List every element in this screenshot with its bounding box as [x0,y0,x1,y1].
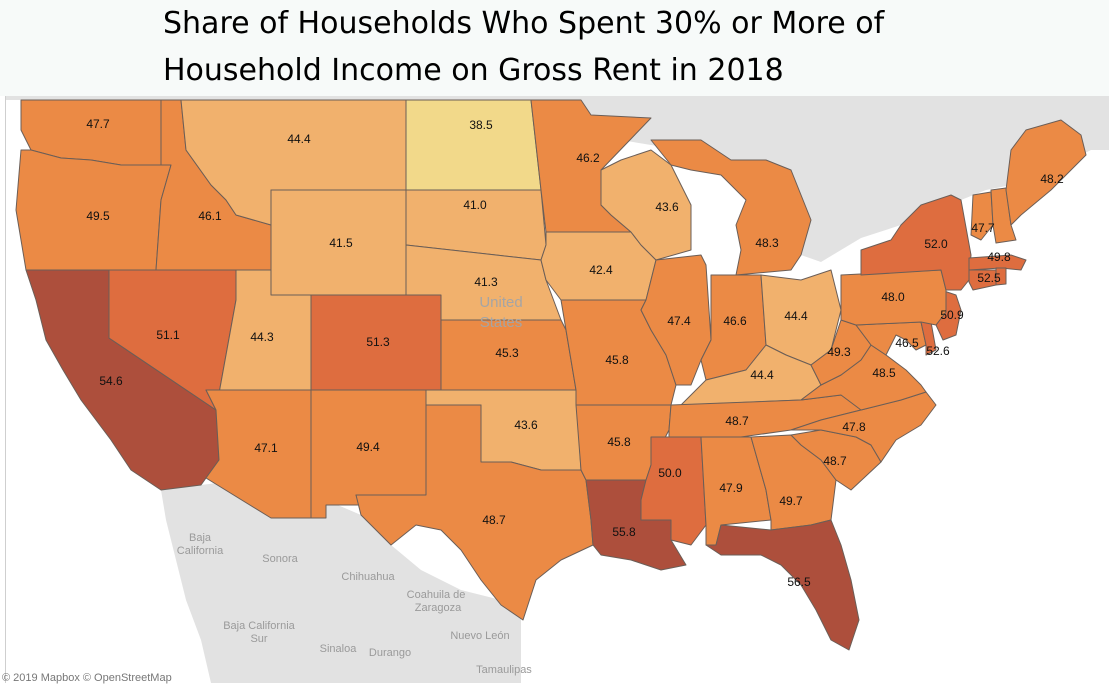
states-layer[interactable] [15,99,1087,651]
place-coahuila-2: Zaragoza [415,602,462,614]
state-value-de: 52.6 [926,344,950,358]
state-il[interactable] [640,254,712,386]
state-tx[interactable] [355,404,594,621]
place-coahuila-1: Coahuila de [407,589,466,601]
place-baja-california-sur-2: Sur [250,633,267,645]
state-value-nc: 47.8 [842,420,866,434]
state-value-la: 55.8 [612,525,636,539]
state-value-ga: 49.7 [779,494,803,508]
state-ct[interactable] [968,269,997,291]
place-durango: Durango [369,647,411,659]
place-baja-california-sur-1: Baja California [223,620,295,632]
state-value-ny: 52.0 [924,237,948,251]
title-area: Share of Households Who Spent 30% or Mor… [0,0,1109,96]
state-value-mi: 48.3 [755,236,779,250]
values-layer: 47.7 49.5 54.6 51.1 46.1 44.4 41.5 44.3 47.1 51.3… [86,117,1064,589]
state-value-ms: 50.0 [658,466,682,480]
state-value-vt: 47.7 [971,221,995,235]
country-label-line-1: United [479,294,522,311]
state-value-tx: 48.7 [482,513,506,527]
state-value-mo: 45.8 [605,353,629,367]
place-sonora: Sonora [262,553,298,565]
state-value-oh: 44.4 [784,309,808,323]
state-ri[interactable] [995,267,1007,286]
place-baja-california-1: Baja [189,532,212,544]
state-value-al: 47.9 [719,481,743,495]
place-nuevo-leon: Nuevo León [450,630,509,642]
place-tamaulipas: Tamaulipas [476,664,532,676]
state-mi[interactable] [650,139,812,276]
state-value-md: 46.5 [895,336,919,350]
state-value-nm: 49.4 [356,440,380,454]
state-value-pa: 48.0 [881,290,905,304]
mexico-land [161,480,521,683]
state-wi[interactable] [600,149,692,261]
map-attribution: © 2019 Mapbox © OpenStreetMap [2,672,172,684]
state-value-nj: 50.9 [940,308,964,322]
state-value-wy: 41.5 [329,236,353,250]
place-chihuahua: Chihuahua [341,571,395,583]
state-vt[interactable] [970,191,994,241]
state-value-ca: 54.6 [99,374,123,388]
state-value-az: 47.1 [254,441,278,455]
state-value-wa: 47.7 [86,117,110,131]
state-value-il: 47.4 [667,314,691,328]
state-value-ma: 52.5 [977,271,1001,285]
chart-title-line-1: Share of Households Who Spent 30% or Mor… [163,6,885,41]
state-value-ia: 42.4 [589,263,613,277]
map-canvas[interactable]: 47.7 49.5 54.6 51.1 46.1 44.4 41.5 44.3 47.1 51.3… [6,96,1109,683]
state-fl[interactable] [705,519,860,651]
places-layer: United States Baja California Sonora Chi… [177,294,533,676]
state-value-id: 46.1 [198,209,222,223]
state-value-in: 46.6 [723,314,747,328]
state-value-mt: 44.4 [287,132,311,146]
state-value-or: 49.5 [86,209,110,223]
place-baja-california-2: California [177,545,224,557]
country-label-line-2: States [480,314,523,331]
state-value-wi: 43.6 [655,200,679,214]
state-value-ne: 41.3 [474,275,498,289]
state-value-nv: 51.1 [156,328,180,342]
state-value-va: 48.5 [872,366,896,380]
chart-title-line-2: Household Income on Gross Rent in 2018 [163,53,784,88]
state-value-fl: 56.5 [787,575,811,589]
place-sinaloa: Sinaloa [320,643,358,655]
state-value-mn: 46.2 [576,151,600,165]
state-value-tn: 48.7 [725,414,749,428]
state-value-ut: 44.3 [250,330,274,344]
state-value-wv: 49.3 [827,345,851,359]
state-ny[interactable] [860,194,972,291]
state-value-sc: 48.7 [823,454,847,468]
state-value-ar: 45.8 [607,435,631,449]
canada-land [6,96,1109,262]
state-value-nh: 49.8 [987,250,1011,264]
state-value-ok: 43.6 [514,418,538,432]
state-value-ky: 44.4 [750,368,774,382]
state-value-me: 48.2 [1040,172,1064,186]
state-me[interactable] [1005,119,1087,226]
choropleth-map[interactable]: 47.7 49.5 54.6 51.1 46.1 44.4 41.5 44.3 47.1 51.3… [5,96,1109,683]
state-value-nd: 38.5 [469,118,493,132]
state-value-co: 51.3 [366,335,390,349]
state-value-ks: 45.3 [495,346,519,360]
state-value-sd: 41.0 [463,198,487,212]
state-nd[interactable] [405,99,542,191]
